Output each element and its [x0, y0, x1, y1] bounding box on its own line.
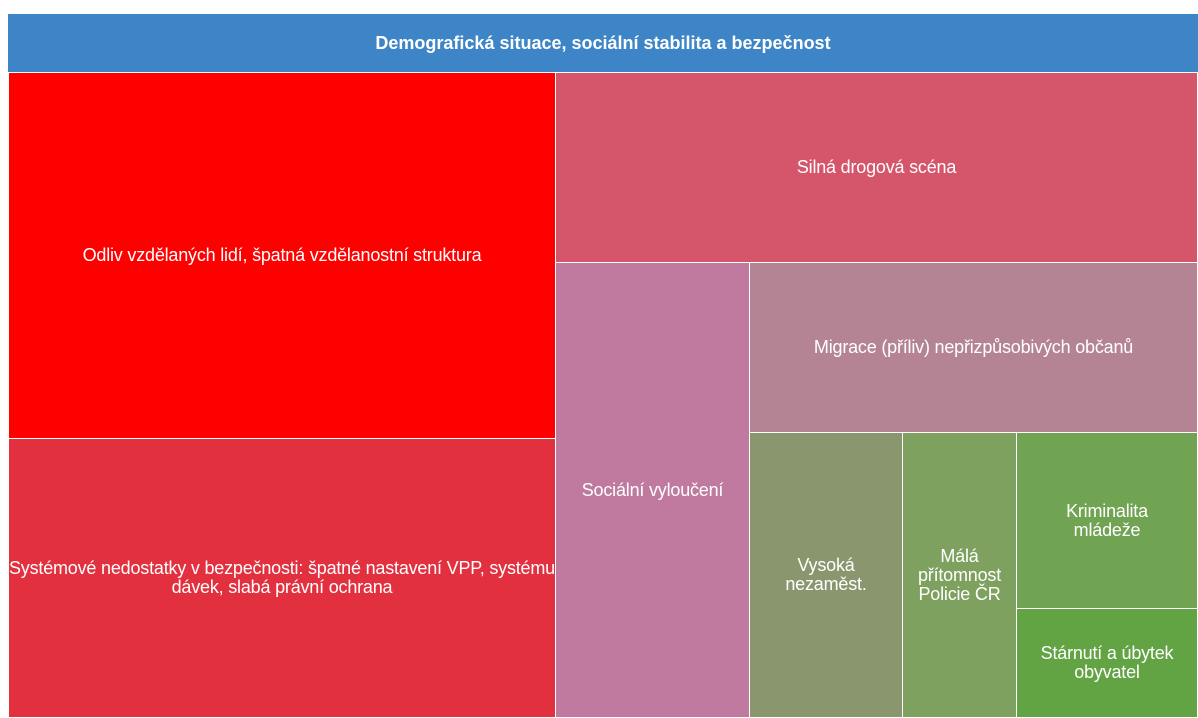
treemap-title: Demografická situace, sociální stabilita…	[8, 14, 1198, 72]
tile-label: Migrace (příliv) nepřizpůsobivých občanů	[813, 337, 1134, 357]
tile: Odliv vzdělaných lidí, špatná vzdělanost…	[8, 72, 556, 439]
tile-label: Odliv vzdělaných lidí, špatná vzdělanost…	[82, 245, 482, 265]
tile-label: Systémové nedostatky v bezpečnosti: špat…	[9, 558, 555, 597]
tile-label: Málá přítomnost Policie ČR	[917, 545, 1002, 604]
tile: Kriminalita mládeže	[1016, 432, 1198, 609]
tile: Vysoká nezaměst.	[749, 432, 903, 718]
tile: Migrace (příliv) nepřizpůsobivých občanů	[749, 262, 1198, 433]
tile: Sociální vyloučení	[555, 262, 750, 718]
tile-label: Stárnutí a úbytek obyvatel	[1040, 643, 1174, 682]
tile: Silná drogová scéna	[555, 72, 1198, 263]
tile-label: Vysoká nezaměst.	[785, 555, 867, 594]
tile-label: Sociální vyloučení	[581, 479, 724, 500]
tile-label: Kriminalita mládeže	[1066, 500, 1148, 540]
tile: Málá přítomnost Policie ČR	[902, 432, 1017, 718]
tile: Systémové nedostatky v bezpečnosti: špat…	[8, 438, 556, 718]
tile: Stárnutí a úbytek obyvatel	[1016, 608, 1198, 718]
tile-label: Silná drogová scéna	[796, 157, 957, 177]
